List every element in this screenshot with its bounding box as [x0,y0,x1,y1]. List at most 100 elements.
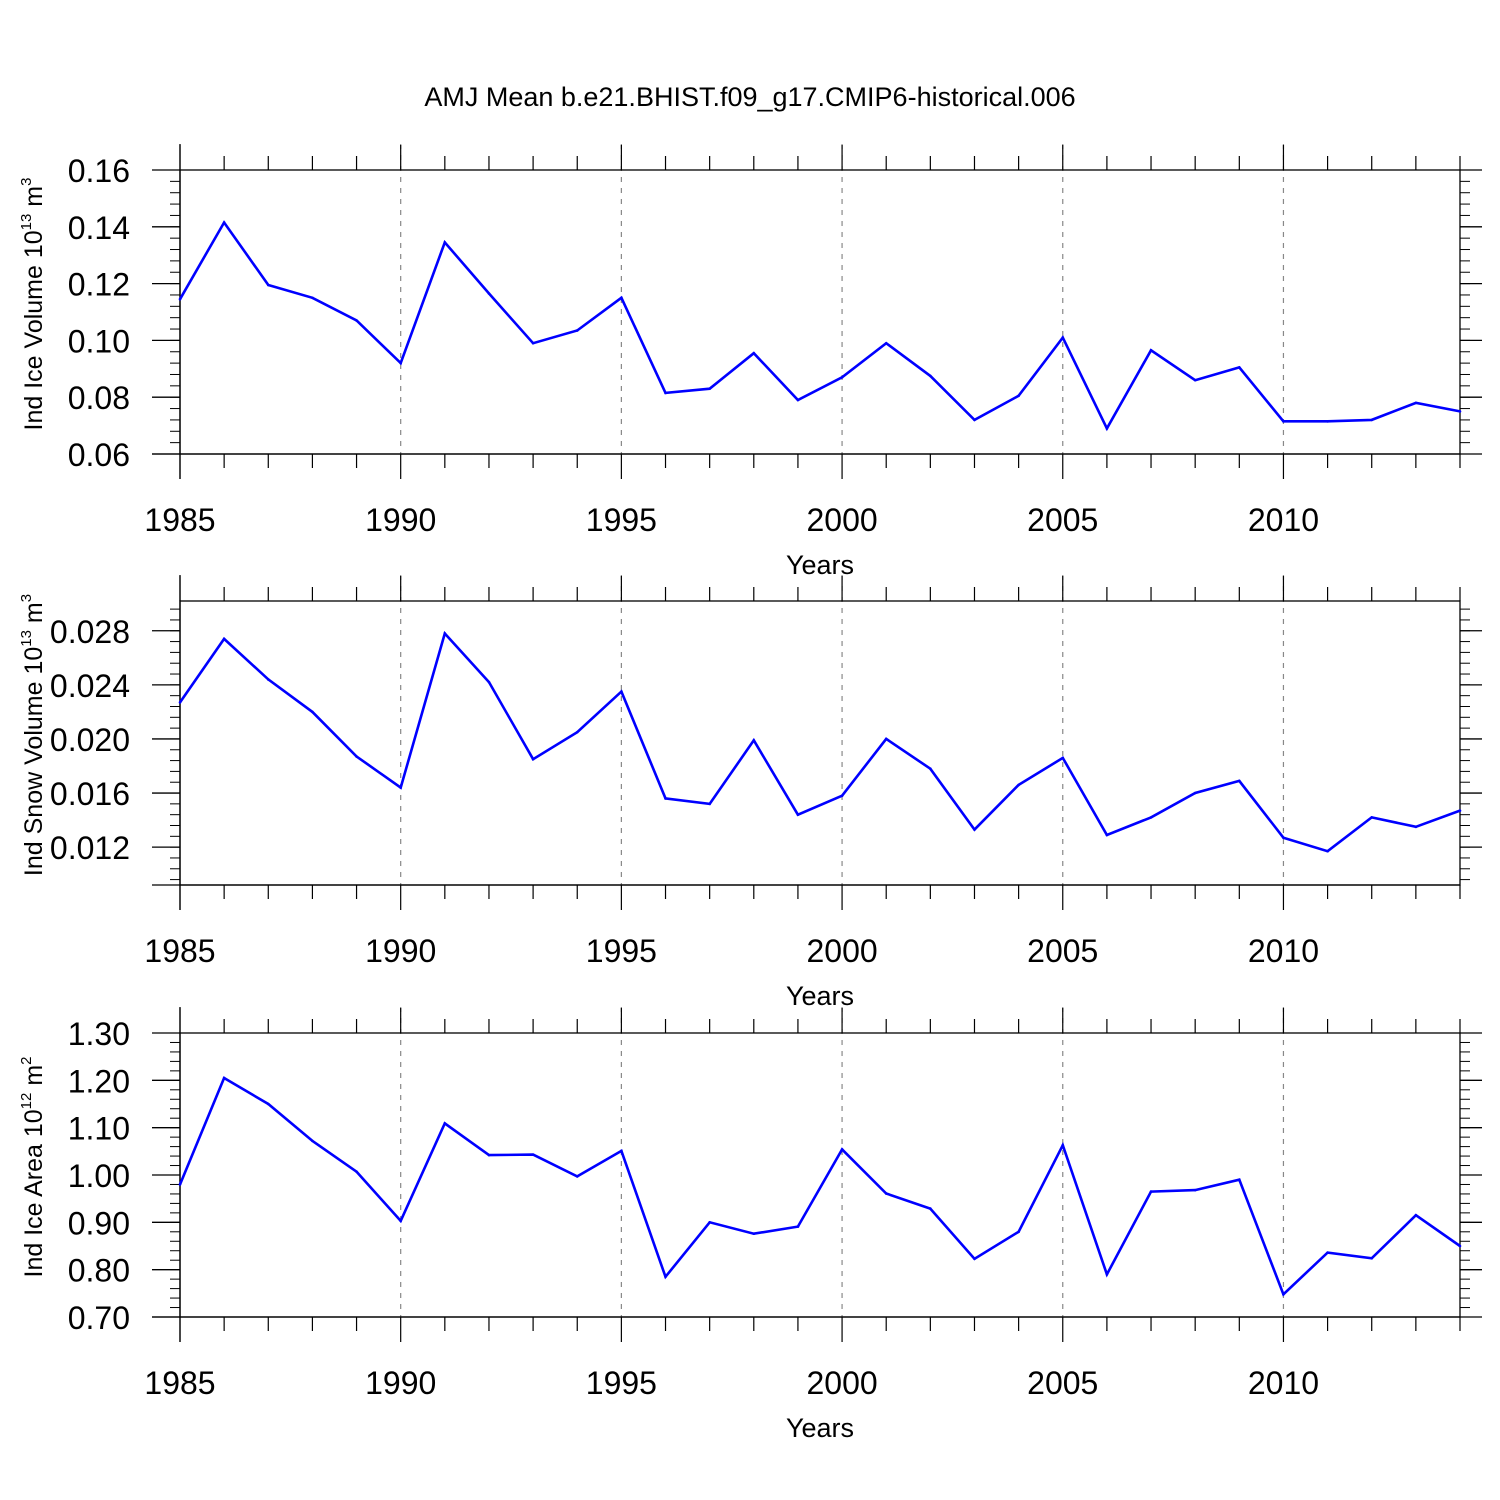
data-point [1017,783,1020,787]
data-point [1282,420,1285,423]
data-point [884,737,888,741]
data-point [399,786,402,789]
y-axis-title-part: 12 [18,1093,35,1110]
data-point [1414,401,1418,405]
data-point [575,329,579,332]
y-tick-label: 0.012 [50,830,130,866]
panel-1: 1985 1990 1995 2000 2005 2010 0.06 0.08 0.10 0.12… [18,144,1482,580]
x-tick-label: 2010 [1248,933,1319,969]
y-tick-label: 0.08 [68,380,130,416]
data-point [1458,1244,1462,1248]
y-axis-title-part: 13 [18,214,35,231]
series-line [178,1076,1461,1297]
y-tick-label: 0.70 [68,1300,130,1336]
data-point [1193,1188,1197,1192]
data-point [311,296,314,300]
data-point [487,680,491,684]
y-tick-label: 0.10 [68,323,130,359]
x-tick-label: 2000 [806,933,877,969]
data-point [796,813,800,816]
y-tick-label: 0.80 [68,1253,130,1289]
data-point [1193,378,1197,382]
data-point [399,1219,402,1223]
series-line [178,220,1461,432]
data-point [355,319,358,322]
data-point [620,690,623,693]
x-tick-label: 1990 [365,933,436,969]
data-point [222,221,226,224]
x-tick-label: 1995 [586,933,657,969]
data-point [1017,394,1020,398]
data-point [355,1170,358,1173]
data-point [1282,1292,1285,1296]
data-point [222,637,226,641]
data-point [575,730,579,734]
y-axis-title-part: Ind Ice Area 10 [20,1109,48,1277]
data-point [1061,756,1065,760]
data-point [840,794,844,798]
x-axis-title: Years [786,981,854,1011]
data-point [178,701,182,704]
data-point [531,1153,535,1156]
data-point [1238,1178,1241,1182]
data-point [1193,791,1197,795]
y-axis-title: Ind Ice Area 1012 m2 [18,1057,48,1278]
y-axis-title-part: Ind Ice Volume 10 [20,230,48,430]
y-tick-label: 0.020 [50,722,130,758]
data-point [443,1122,447,1125]
data-point [1326,1251,1329,1254]
data-point [1149,816,1153,819]
y-tick-label: 1.10 [68,1111,130,1147]
data-point [1149,349,1153,352]
plot-frame [179,169,1461,455]
y-tick-label: 0.14 [68,210,130,246]
data-point [222,1076,226,1080]
y-tick-label: 0.024 [50,668,130,704]
y-tick-label: 0.90 [68,1205,130,1241]
data-point [311,710,314,714]
data-point [1370,418,1374,422]
y-tick-label: 1.00 [68,1158,130,1194]
data-point [973,828,976,831]
y-axis-title-part: 3 [18,178,35,186]
data-point [487,1153,491,1157]
x-tick-label: 2010 [1248,502,1319,538]
data-point [973,1257,976,1261]
data-point [929,1207,932,1210]
data-point [178,297,182,301]
data-point [399,361,402,365]
data-point [620,296,623,300]
data-point [266,283,270,287]
x-tick-label: 1990 [365,502,436,538]
data-point [1061,1143,1065,1147]
x-tick-label: 2005 [1027,502,1098,538]
y-axis-title-part: m [20,602,48,630]
x-tick-label: 1990 [365,1365,436,1401]
data-point [752,351,756,355]
data-point [487,292,491,295]
data-point [311,1139,314,1143]
y-axis-title-part: Ind Snow Volume 10 [20,647,48,876]
data-point [664,1275,667,1279]
data-point [443,241,447,244]
y-axis-title: Ind Snow Volume 1013 m3 [18,594,48,876]
data-point [1061,336,1065,339]
data-point [1238,366,1241,369]
data-point [1370,816,1374,819]
y-axis-title-part: m [20,186,48,214]
data-point [1238,779,1241,783]
panel-3: 1985 1990 1995 2000 2005 2010 0.70 0.80 0.90 1.00… [18,1007,1482,1443]
data-point [1105,833,1109,837]
data-point [443,632,447,635]
x-tick-label: 1985 [144,1365,215,1401]
data-point [664,797,667,800]
y-tick-label: 0.06 [68,437,130,473]
data-point [929,374,932,378]
data-point [1105,427,1109,430]
data-point [929,767,932,770]
data-point [796,398,800,402]
data-point [1370,1257,1374,1260]
data-point [664,391,667,395]
data-point [1326,420,1329,423]
